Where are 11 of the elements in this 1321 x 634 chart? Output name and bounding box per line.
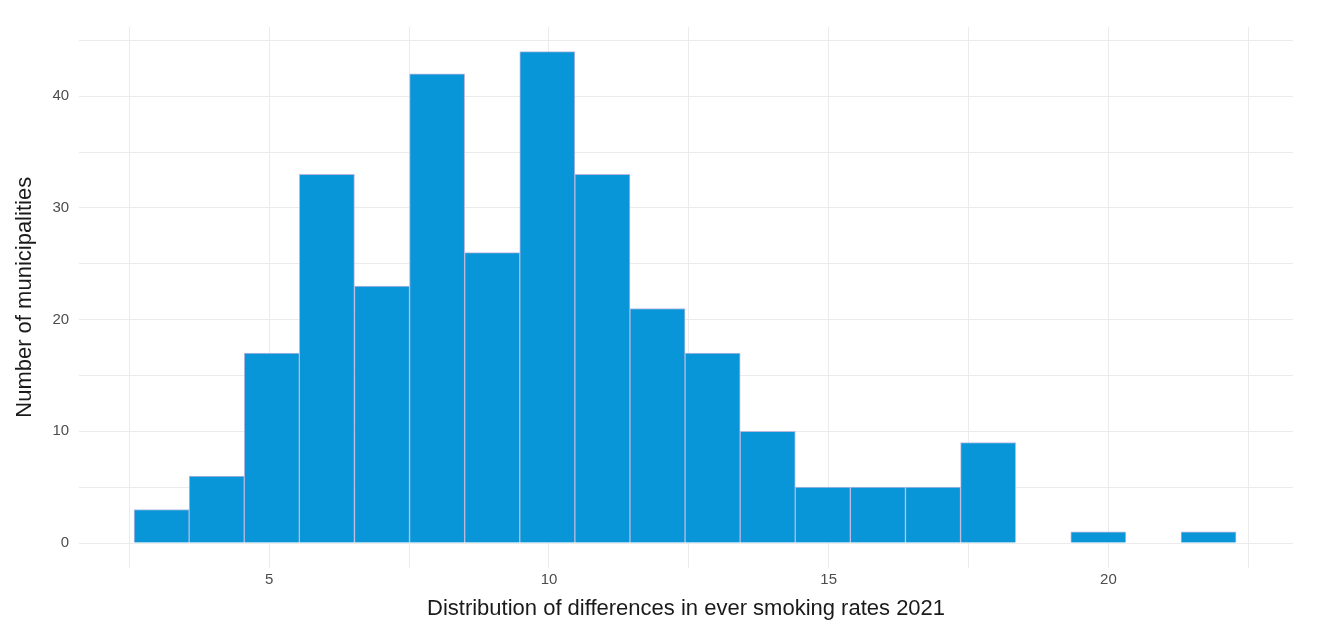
y-tick-label: 30 (52, 198, 70, 216)
x-tick-label: 15 (820, 569, 838, 587)
y-axis-title: Number of municipalities (11, 176, 37, 418)
y-tick-label: 10 (52, 421, 70, 439)
x-tick-label: 5 (265, 569, 274, 587)
y-tick-label: 40 (52, 86, 70, 104)
y-tick-label: 0 (60, 533, 70, 551)
y-tick-label: 20 (52, 309, 70, 327)
x-tick-label: 10 (540, 569, 558, 587)
x-axis-title: Distribution of differences in ever smoking rates 2021 (427, 594, 946, 620)
x-tick-label: 20 (1100, 569, 1117, 587)
